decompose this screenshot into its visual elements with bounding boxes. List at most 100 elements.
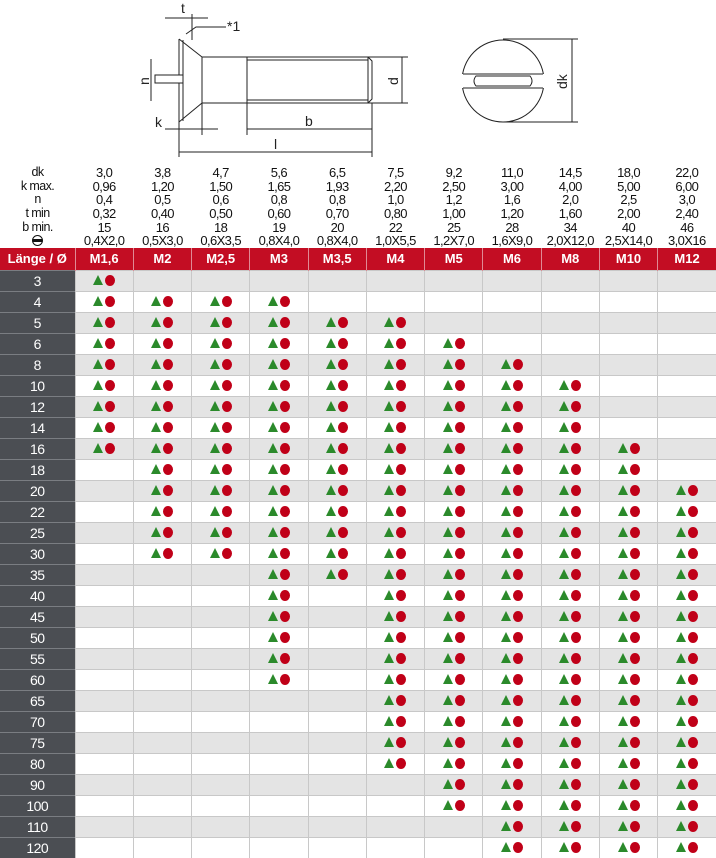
triangle-icon [617,674,628,685]
triangle-icon [326,443,337,454]
availability-cell [249,458,309,481]
table-row: 3 [0,269,716,292]
length-cell: 40 [0,584,75,607]
triangle-icon [559,653,570,664]
availability-marker [442,442,465,454]
dim-label-t: t [181,0,185,16]
availability-cell [482,458,542,481]
table-row: 120 [0,836,716,858]
length-diameter-header: Länge / Ø [0,247,75,271]
availability-cell [249,374,309,397]
availability-cell [249,500,309,523]
availability-cell [482,542,542,565]
triangle-icon [676,821,687,832]
triangle-icon [326,401,337,412]
availability-cell [482,773,542,796]
circle-icon [105,379,116,391]
availability-marker [559,421,582,433]
availability-marker [442,526,465,538]
spec-value: 5,6 [270,166,288,180]
spec-value: 1,6X9,0 [491,233,533,248]
circle-icon [338,421,349,433]
triangle-icon [209,443,220,454]
availability-marker [500,421,523,433]
circle-icon [454,589,465,601]
spec-value: 1,0X5,5 [375,233,416,248]
availability-cell [365,437,425,460]
availability-cell [191,836,250,858]
spec-value: 16 [155,220,170,234]
circle-icon [688,694,699,706]
availability-marker [93,421,116,433]
availability-cell [424,794,483,817]
availability-cell [249,479,309,502]
availability-marker [384,757,407,769]
availability-cell [249,773,309,796]
availability-cell [540,374,600,397]
availability-marker [384,526,407,538]
availability-cell [657,836,716,858]
length-cell: 8 [0,353,75,376]
triangle-icon [384,359,395,370]
availability-cell [540,332,600,355]
circle-icon [279,505,290,517]
triangle-icon [209,548,220,559]
availability-cell [191,311,250,334]
circle-icon [571,610,582,622]
availability-cell [657,563,716,586]
availability-marker [617,820,640,832]
availability-cell [132,290,192,313]
availability-cell [598,647,658,670]
availability-cell [249,290,309,313]
circle-icon [454,568,465,580]
availability-marker [617,715,640,727]
availability-marker [442,568,465,580]
triangle-icon [151,443,162,454]
availability-cell [482,752,542,775]
triangle-icon [267,674,278,685]
availability-marker [559,442,582,454]
availability-marker [151,400,174,412]
table-row: 30 [0,542,716,565]
availability-cell [365,815,425,838]
availability-cell [598,794,658,817]
circle-icon [221,295,232,307]
availability-cell [307,416,367,439]
availability-marker [384,505,407,517]
spec-value: 9,2 [445,166,463,180]
availability-cell [191,773,250,796]
table-row: 40 [0,584,716,607]
triangle-icon [442,443,453,454]
availability-marker [384,421,407,433]
availability-marker [500,526,523,538]
circle-icon [105,337,116,349]
circle-icon [512,568,523,580]
circle-icon [396,526,407,538]
availability-cell [249,626,309,649]
length-cell: 35 [0,563,75,586]
availability-cell [307,773,367,796]
availability-cell [249,353,309,376]
table-row: 12 [0,395,716,418]
availability-cell [74,731,134,754]
circle-icon [688,652,699,664]
availability-cell [307,710,367,733]
availability-cell [132,836,192,858]
availability-marker [676,505,699,517]
circle-icon [629,484,640,496]
spec-value: 15 [97,220,112,234]
availability-marker [384,337,407,349]
availability-marker [209,400,232,412]
circle-icon [163,316,174,328]
circle-icon [629,505,640,517]
circle-icon [396,358,407,370]
availability-cell [132,563,192,586]
circle-icon [629,778,640,790]
availability-cell [249,332,309,355]
availability-cell [132,794,192,817]
availability-cell [598,416,658,439]
triangle-icon [93,296,104,307]
availability-cell [598,395,658,418]
circle-icon [221,547,232,559]
availability-cell [249,605,309,628]
